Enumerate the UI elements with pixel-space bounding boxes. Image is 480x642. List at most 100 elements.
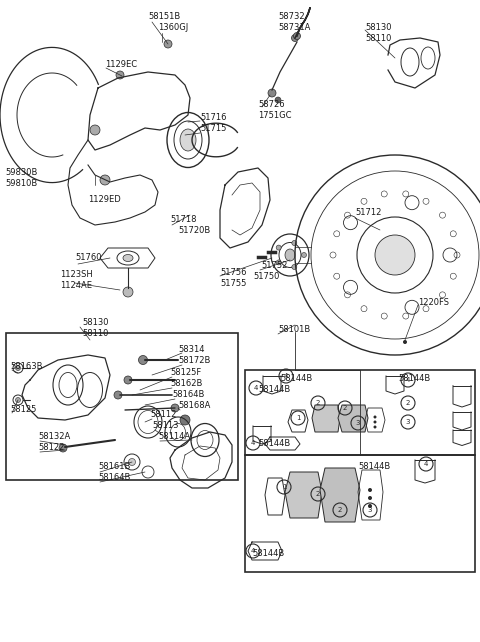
Text: 51720B: 51720B	[178, 226, 210, 235]
Text: 58110: 58110	[82, 329, 108, 338]
Text: 51718: 51718	[170, 215, 196, 224]
Text: 2: 2	[338, 507, 342, 513]
Circle shape	[368, 496, 372, 500]
Circle shape	[292, 265, 297, 270]
Circle shape	[114, 391, 122, 399]
Text: 4: 4	[254, 385, 258, 391]
Circle shape	[59, 444, 67, 452]
Text: 2: 2	[343, 405, 347, 411]
Text: 4: 4	[406, 377, 410, 383]
Circle shape	[301, 252, 307, 257]
Text: 2: 2	[406, 400, 410, 406]
Text: 1: 1	[296, 415, 300, 421]
Text: 58161B: 58161B	[98, 462, 131, 471]
Text: 1751GC: 1751GC	[258, 111, 291, 120]
Text: 58151B: 58151B	[148, 12, 180, 21]
Ellipse shape	[180, 129, 196, 151]
Text: 58130: 58130	[365, 23, 392, 32]
Text: 51712: 51712	[355, 208, 382, 217]
Polygon shape	[320, 468, 360, 522]
Text: 51756: 51756	[220, 268, 247, 277]
Text: 4: 4	[251, 548, 255, 554]
Circle shape	[15, 365, 21, 370]
Bar	[245, 455, 475, 572]
Text: 58122: 58122	[38, 443, 64, 452]
Text: 3: 3	[356, 420, 360, 426]
Circle shape	[124, 376, 132, 384]
Text: 58112: 58112	[150, 410, 176, 419]
Ellipse shape	[129, 458, 135, 465]
Circle shape	[268, 89, 276, 97]
Text: 58114A: 58114A	[158, 432, 190, 441]
Text: 4: 4	[251, 440, 255, 446]
Text: 58168A: 58168A	[178, 401, 210, 410]
Circle shape	[373, 421, 376, 424]
Circle shape	[164, 40, 172, 48]
Text: 58144B: 58144B	[252, 549, 284, 558]
Circle shape	[368, 488, 372, 492]
Text: 1: 1	[282, 484, 286, 490]
Text: 58132A: 58132A	[38, 432, 70, 441]
Bar	[245, 370, 475, 455]
Text: 58731A: 58731A	[278, 23, 311, 32]
Circle shape	[171, 404, 179, 412]
Circle shape	[100, 175, 110, 185]
Text: 58164B: 58164B	[172, 390, 204, 399]
Text: 58144B: 58144B	[398, 374, 430, 383]
Circle shape	[116, 71, 124, 79]
Circle shape	[139, 356, 147, 365]
Polygon shape	[312, 405, 340, 432]
Text: 58101B: 58101B	[278, 325, 310, 334]
Text: 58144B: 58144B	[358, 462, 390, 471]
Circle shape	[276, 245, 281, 250]
Ellipse shape	[123, 254, 133, 261]
Text: 58125F: 58125F	[170, 368, 201, 377]
Text: 51760: 51760	[75, 253, 101, 262]
Text: 1124AE: 1124AE	[60, 281, 92, 290]
Text: 51716: 51716	[200, 113, 227, 122]
Text: 58164B: 58164B	[98, 473, 131, 482]
Circle shape	[292, 241, 297, 245]
Text: 3: 3	[368, 507, 372, 513]
Text: 1129EC: 1129EC	[105, 60, 137, 69]
Text: 58144B: 58144B	[280, 374, 312, 383]
Text: 58144B: 58144B	[258, 439, 290, 448]
Text: 58113: 58113	[152, 421, 179, 430]
Circle shape	[373, 415, 376, 419]
Text: 51715: 51715	[200, 124, 227, 133]
Text: 58163B: 58163B	[10, 362, 43, 371]
Text: 4: 4	[284, 373, 288, 379]
Text: 4: 4	[424, 461, 428, 467]
Circle shape	[293, 33, 300, 40]
Text: 58726: 58726	[258, 100, 285, 109]
Text: 2: 2	[316, 491, 320, 497]
Circle shape	[403, 340, 407, 344]
Text: 58130: 58130	[82, 318, 108, 327]
Polygon shape	[338, 405, 368, 432]
Text: 58110: 58110	[365, 34, 391, 43]
Circle shape	[368, 504, 372, 508]
Circle shape	[90, 125, 100, 135]
Text: 58144B: 58144B	[258, 385, 290, 394]
Ellipse shape	[285, 249, 295, 261]
Text: 59830B: 59830B	[5, 168, 37, 177]
Text: 58162B: 58162B	[170, 379, 203, 388]
Text: 3: 3	[406, 419, 410, 425]
Text: 1129ED: 1129ED	[88, 195, 121, 204]
Text: 58125: 58125	[10, 405, 36, 414]
Circle shape	[180, 415, 190, 425]
Circle shape	[15, 397, 21, 403]
Text: 58314: 58314	[178, 345, 204, 354]
Circle shape	[123, 287, 133, 297]
Text: 2: 2	[316, 400, 320, 406]
Text: 51750: 51750	[253, 272, 279, 281]
Polygon shape	[285, 472, 322, 518]
Circle shape	[291, 35, 299, 42]
Text: 1360GJ: 1360GJ	[158, 23, 188, 32]
Circle shape	[373, 426, 376, 428]
Text: 59810B: 59810B	[5, 179, 37, 188]
Text: 58732: 58732	[278, 12, 305, 21]
Text: 58172B: 58172B	[178, 356, 210, 365]
Text: 51755: 51755	[220, 279, 246, 288]
Bar	[6, 333, 238, 480]
